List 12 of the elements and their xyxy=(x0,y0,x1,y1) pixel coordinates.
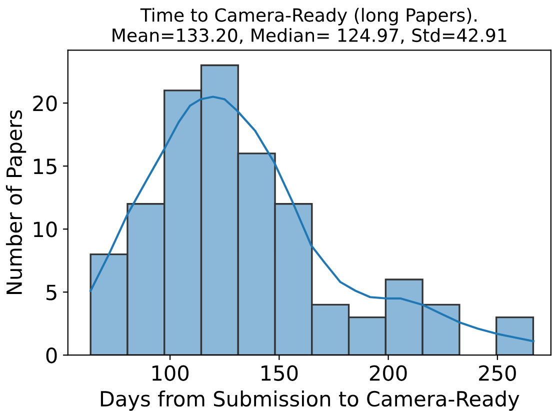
x-tick-label: 200 xyxy=(370,365,407,381)
y-tick-label: 0 xyxy=(46,348,57,364)
y-axis-title: Number of Papers xyxy=(6,110,26,294)
y-tick-label: 15 xyxy=(34,158,56,174)
x-axis-title: Days from Submission to Camera-Ready xyxy=(100,390,520,411)
x-tick-label: 150 xyxy=(262,365,298,381)
x-tick-label: 100 xyxy=(152,365,189,381)
x-tick-label: 250 xyxy=(479,365,516,381)
y-tick-label: 20 xyxy=(33,96,57,112)
chart-title: Time to Camera-Ready (long Papers). Mean=133.20, Median= 124.97, Std=42.91 xyxy=(112,8,506,44)
y-tick-label: 10 xyxy=(34,222,57,238)
y-tick-label: 5 xyxy=(46,284,56,300)
